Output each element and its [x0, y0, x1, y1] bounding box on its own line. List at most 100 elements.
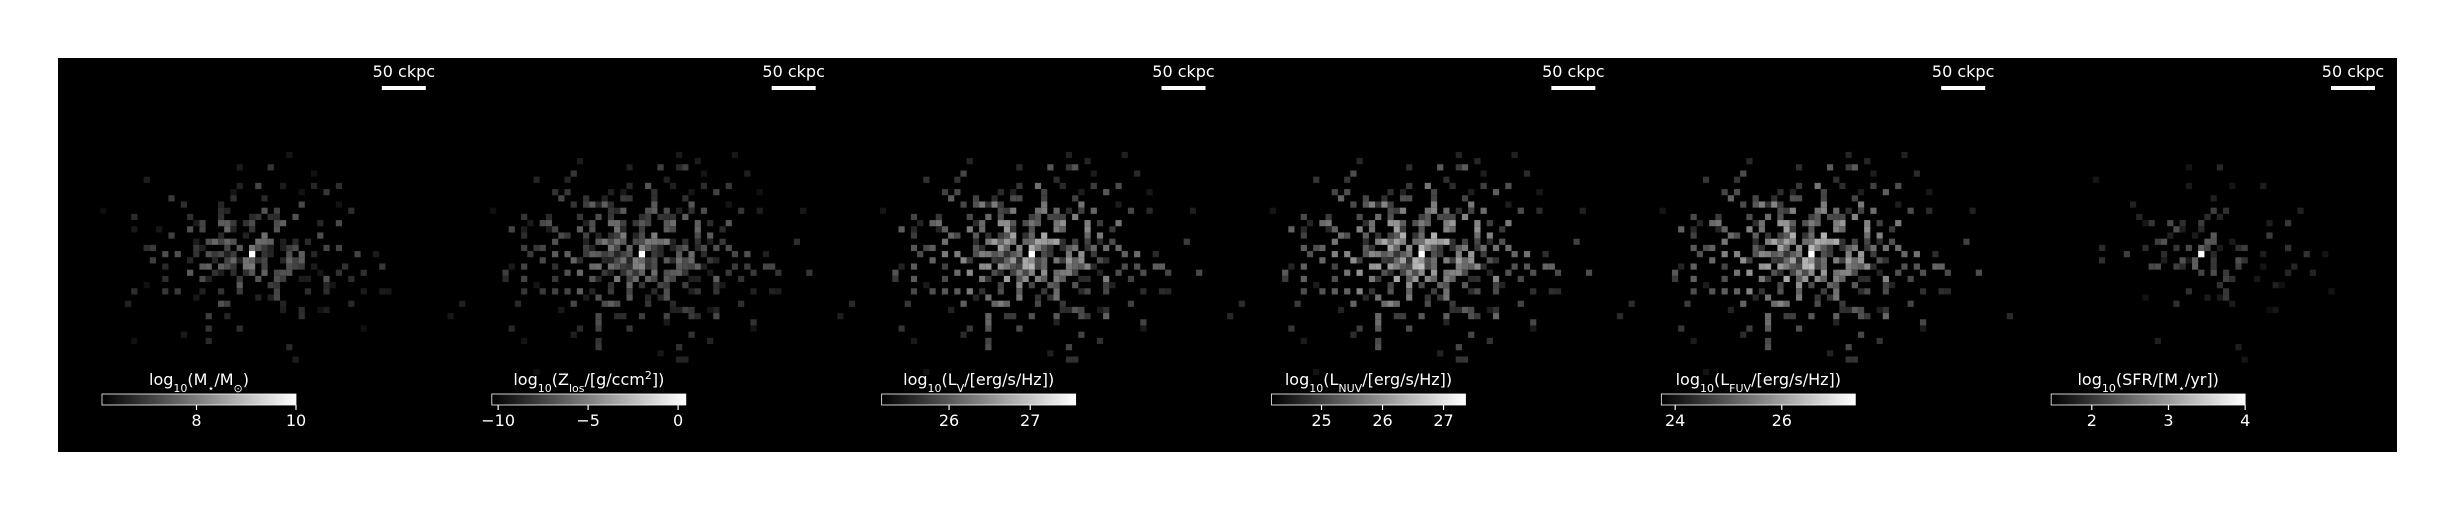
pixel — [1876, 238, 1883, 245]
pixel — [1882, 313, 1889, 320]
pixel — [1764, 238, 1772, 245]
pixel — [1443, 313, 1450, 320]
pixel — [1430, 251, 1438, 258]
pixel — [218, 300, 225, 307]
pixel — [1134, 263, 1141, 270]
pixel — [991, 195, 998, 202]
pixel — [694, 244, 701, 252]
colorbar-tick-label: 24 — [1665, 411, 1685, 430]
pixel — [669, 220, 677, 227]
pixel — [1034, 207, 1042, 214]
pixel — [1443, 282, 1450, 289]
pixel — [657, 164, 664, 171]
pixel — [236, 182, 243, 190]
pixel — [1078, 288, 1085, 295]
pixel — [1424, 207, 1431, 214]
pixel — [2173, 263, 2180, 270]
pixel — [1393, 232, 1400, 239]
label-part: 10 — [1700, 382, 1714, 395]
pixel — [131, 337, 138, 345]
pixel — [286, 257, 293, 264]
pixel — [1399, 232, 1407, 239]
pixel — [1449, 257, 1456, 264]
pixel — [1424, 238, 1431, 245]
pixel-map — [459, 151, 844, 376]
pixel — [1356, 325, 1363, 332]
pixel — [731, 251, 739, 258]
pixel — [323, 288, 330, 295]
pixel — [1010, 313, 1017, 320]
pixel — [1140, 288, 1147, 295]
pixel — [688, 331, 695, 338]
pixel — [1325, 213, 1332, 221]
pixel — [1963, 238, 1970, 245]
pixel — [1777, 232, 1784, 239]
pixel — [1003, 238, 1011, 245]
pixel — [1350, 257, 1357, 264]
pixel — [304, 288, 312, 295]
pixel — [1158, 263, 1166, 270]
pixel — [267, 238, 274, 245]
pixel — [576, 269, 584, 276]
pixel — [657, 251, 664, 258]
pixel — [1065, 263, 1073, 270]
pixel — [1078, 263, 1085, 270]
pixel — [261, 251, 268, 258]
pixel — [1857, 257, 1865, 264]
pixel — [1777, 189, 1784, 196]
pixel — [1808, 263, 1815, 270]
pixel — [323, 306, 330, 314]
pixel — [1802, 232, 1809, 239]
pixel — [552, 226, 559, 233]
pixel — [1932, 251, 1939, 258]
pixel — [1468, 251, 1475, 258]
pixel — [966, 325, 973, 332]
pixel — [1833, 294, 1840, 301]
pixel — [205, 263, 212, 270]
pixel — [676, 257, 683, 264]
pixel — [614, 238, 621, 245]
pixel — [286, 263, 293, 270]
pixel — [972, 244, 980, 252]
pixel — [910, 337, 918, 345]
pixel — [848, 300, 856, 307]
pixel — [564, 288, 571, 295]
pixel — [2235, 257, 2242, 264]
pixel — [1468, 288, 1475, 295]
pixel — [1022, 263, 1029, 270]
pixel — [1789, 257, 1796, 264]
pixel — [645, 213, 652, 221]
pixel — [651, 275, 658, 283]
pixel — [1752, 201, 1759, 208]
pixel-map — [1628, 151, 2013, 376]
pixel — [261, 257, 268, 264]
pixel — [1375, 238, 1382, 245]
pixel — [669, 238, 677, 245]
pixel — [1820, 251, 1827, 258]
pixel — [552, 275, 559, 283]
pixel — [218, 201, 225, 208]
pixel — [131, 288, 138, 295]
pixel — [1851, 195, 1858, 202]
pixel — [1350, 170, 1357, 177]
pixel — [2216, 282, 2223, 289]
pixel — [1932, 263, 1939, 270]
pixel — [1059, 306, 1066, 314]
pixel — [1758, 263, 1765, 270]
pixel — [1814, 300, 1821, 307]
pixel — [286, 344, 293, 351]
pixel — [1300, 337, 1307, 345]
pixel — [1053, 288, 1060, 295]
pixel — [1072, 213, 1079, 221]
pixel — [1814, 220, 1821, 227]
pixel — [199, 263, 206, 270]
pixel — [552, 189, 559, 196]
colorbar-label: log10(M⋆/M⊙) — [149, 370, 249, 395]
pixel — [607, 232, 615, 239]
pixel — [1393, 220, 1400, 227]
pixel — [1084, 313, 1091, 320]
pixel — [1492, 306, 1500, 314]
pixel — [1103, 313, 1110, 320]
pixel — [1870, 207, 1877, 214]
pixel — [1702, 282, 1710, 289]
